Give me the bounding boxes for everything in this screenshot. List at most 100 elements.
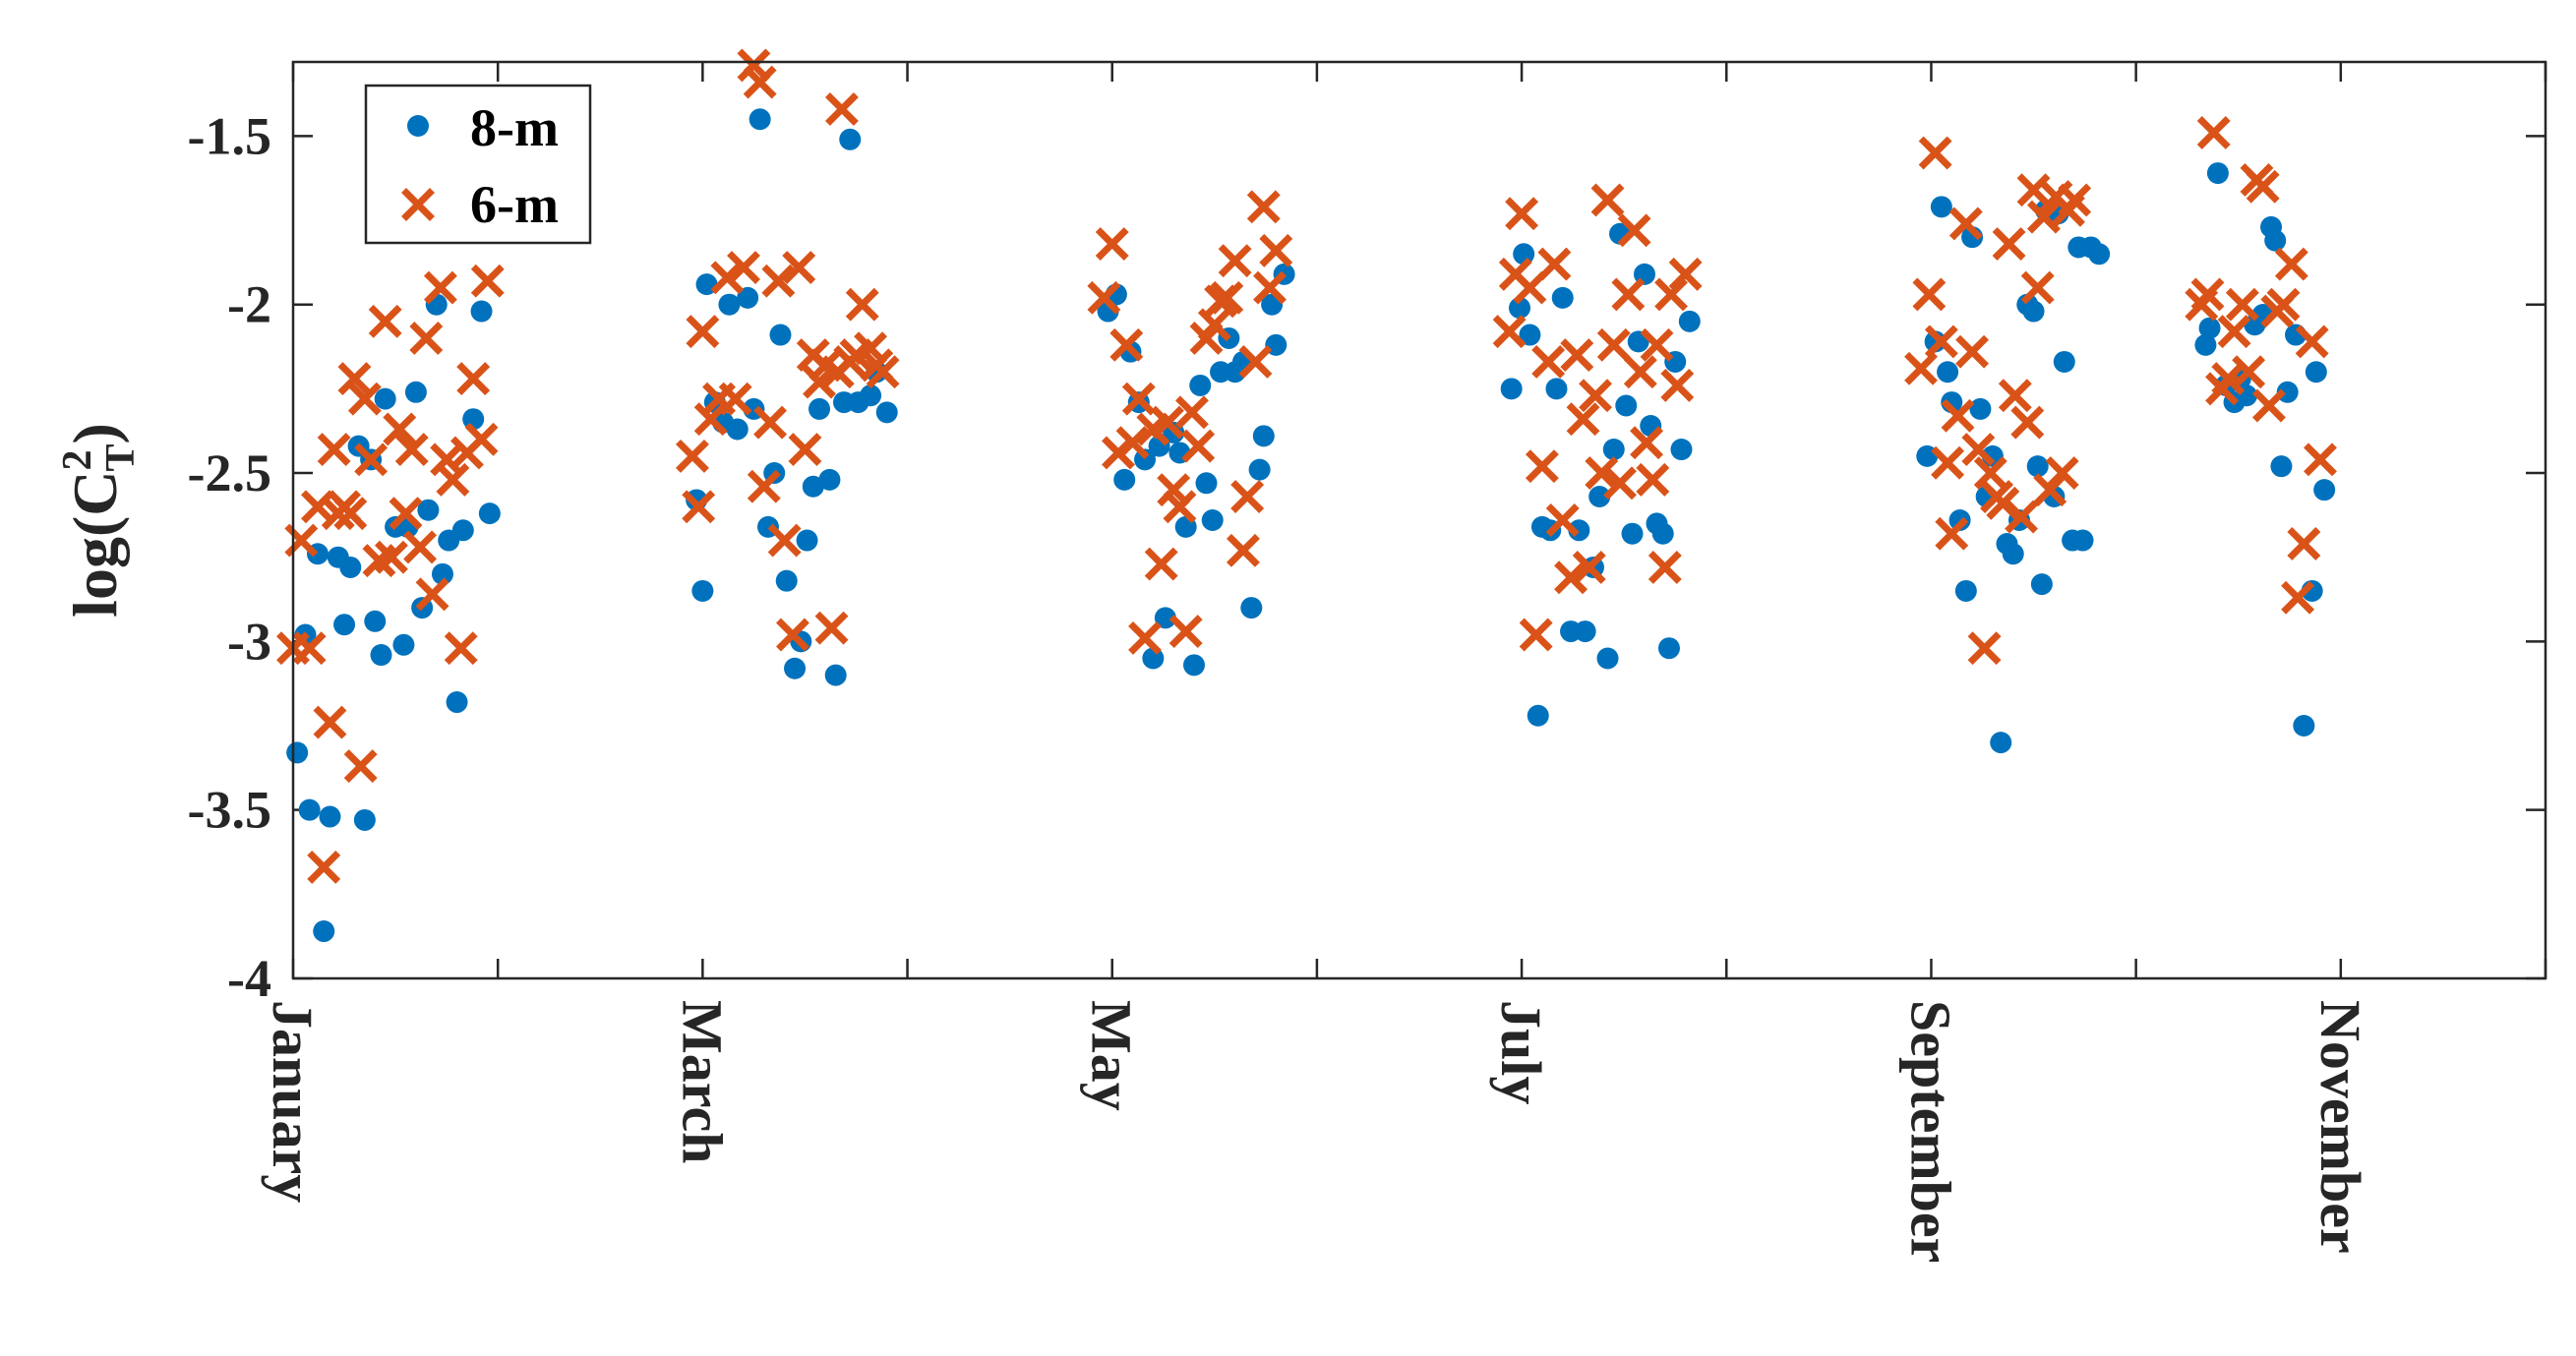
data-point-6m (1579, 379, 1612, 413)
data-point-6m (1668, 257, 1703, 291)
data-point-8m (446, 691, 468, 714)
data-point-6m (1168, 615, 1203, 649)
data-point-8m (2270, 455, 2293, 478)
data-point-6m (1492, 315, 1527, 349)
data-point-6m (403, 530, 438, 564)
data-point-6m (1566, 402, 1600, 437)
data-point-8m (2194, 333, 2217, 356)
data-point-6m (854, 331, 888, 366)
data-point-6m (1136, 412, 1170, 446)
data-point-8m (1154, 607, 1176, 629)
y-axis-title: log(C2T) (55, 423, 144, 618)
data-point-8m (298, 798, 321, 821)
data-point-6m (1144, 547, 1178, 581)
x-tick-labels: January March May July September November (261, 1000, 2372, 1263)
data-point-6m (2252, 388, 2286, 423)
data-point-6m (2274, 247, 2308, 281)
data-point-6m (1531, 345, 1566, 379)
data-point-6m (866, 355, 900, 389)
data-point-6m (1623, 355, 1657, 389)
data-point-6m (1955, 334, 1990, 369)
data-point-6m (1525, 449, 1559, 484)
data-point-6m (767, 523, 802, 558)
data-point-6m (2232, 355, 2266, 389)
data-point-6m (1611, 277, 1646, 312)
data-point-8m (1519, 324, 1541, 346)
data-point-6m (1912, 277, 1947, 312)
data-point-6m (2281, 580, 2315, 615)
y-tick-label: -1.5 (188, 106, 271, 165)
data-point-6m (1992, 227, 2026, 261)
data-point-8m (319, 805, 341, 828)
data-point-6m (389, 497, 423, 531)
data-point-6m (2016, 173, 2051, 207)
data-point-8m (470, 300, 493, 323)
legend-marker-8m (407, 115, 429, 137)
data-point-8m (451, 519, 474, 542)
data-point-6m (394, 433, 429, 466)
data-point-6m (1253, 270, 1287, 305)
data-points (276, 48, 2337, 943)
data-point-6m (1259, 233, 1293, 267)
data-point-8m (333, 614, 356, 636)
data-point-6m (1636, 462, 1670, 497)
y-tick-label: -3.5 (188, 781, 271, 840)
y-axis-title-main: log(C (60, 471, 130, 618)
data-point-6m (776, 618, 809, 652)
data-point-6m (839, 338, 873, 373)
data-point-6m (444, 631, 478, 666)
data-point-6m (1973, 456, 2007, 490)
data-point-8m (2088, 243, 2111, 265)
data-point-8m (2071, 529, 2094, 552)
data-point-8m (1657, 637, 1680, 660)
data-point-6m (2045, 456, 2079, 490)
y-tick-label: -2 (227, 275, 271, 334)
data-point-8m (1195, 472, 1218, 495)
data-point-8m (2264, 229, 2287, 252)
data-point-8m (809, 397, 831, 420)
legend-label-8m: 8-m (470, 98, 559, 157)
data-point-6m (317, 433, 351, 466)
data-point-6m (436, 462, 470, 497)
data-point-6m (1505, 197, 1539, 231)
data-point-8m (1954, 579, 1977, 602)
data-point-8m (718, 293, 741, 316)
data-point-8m (2206, 162, 2229, 185)
data-point-6m (313, 705, 347, 739)
data-point-8m (1948, 509, 1971, 531)
data-point-8m (2305, 361, 2327, 383)
data-point-8m (374, 387, 396, 410)
data-point-6m (1654, 277, 1689, 312)
data-point-6m (727, 251, 760, 284)
data-point-8m (2002, 543, 2024, 565)
data-point-6m (1585, 456, 1619, 490)
data-point-6m (1210, 280, 1244, 315)
data-point-6m (2287, 527, 2321, 560)
y-axis-title-sup: 2 (55, 450, 100, 471)
data-point-6m (1931, 445, 1965, 480)
data-point-6m (1095, 227, 1129, 261)
y-tick-label: -4 (227, 949, 271, 1008)
y-axis-title-sub: T (98, 443, 144, 471)
data-point-6m (1924, 324, 1958, 359)
data-point-8m (769, 324, 792, 346)
data-point-8m (431, 562, 453, 585)
data-point-6m (409, 322, 444, 355)
data-point-6m (718, 382, 752, 416)
data-point-8m (1615, 394, 1638, 417)
y-tick-label: -2.5 (188, 443, 271, 502)
data-point-6m (1174, 395, 1209, 430)
y-tick-labels: -1.5 -2 -2.5 -3 -3.5 -4 (188, 106, 271, 1008)
data-point-8m (1113, 468, 1136, 491)
data-point-8m (2276, 381, 2299, 403)
data-point-6m (1603, 466, 1637, 501)
data-point-6m (1513, 270, 1547, 305)
data-point-6m (2058, 183, 2092, 217)
data-point-8m (1574, 620, 1596, 643)
data-point-8m (1651, 522, 1674, 545)
data-point-6m (415, 577, 449, 612)
data-point-6m (1986, 486, 2020, 520)
data-point-6m (1163, 490, 1197, 524)
data-point-6m (1967, 631, 2002, 666)
